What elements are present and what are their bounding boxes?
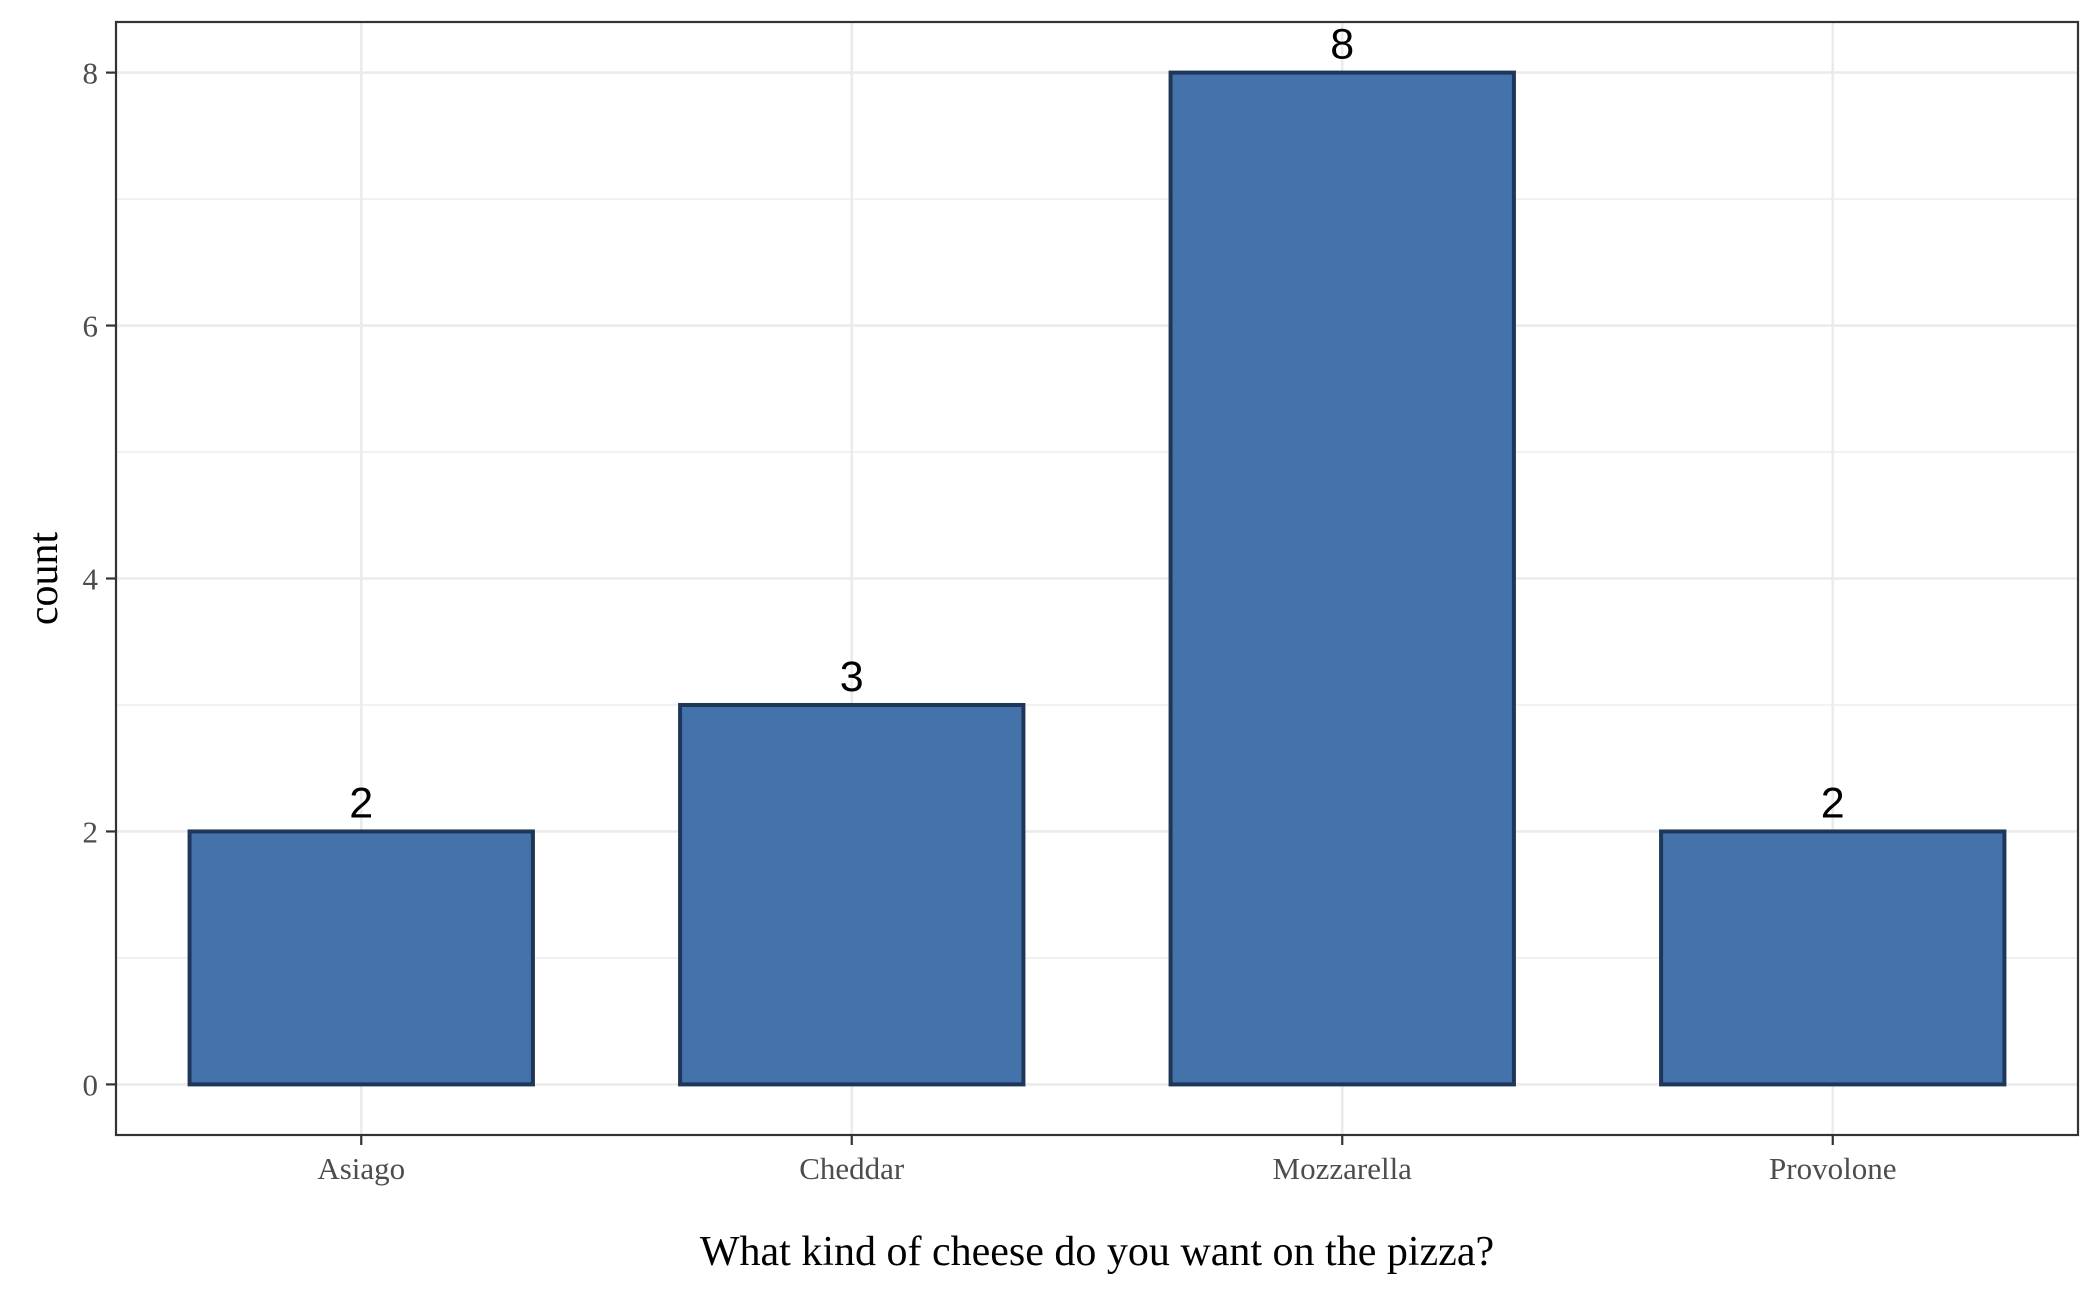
y-tick-label: 4 (83, 562, 99, 597)
x-tick-label-asiago: Asiago (317, 1151, 405, 1186)
axes: 0 2 4 6 8 Asiago Cheddar Mozzarella Provolone (83, 56, 1897, 1186)
bars (187, 70, 2007, 1087)
bar-cheddar (678, 702, 1026, 1087)
y-tick-label: 0 (83, 1067, 99, 1102)
data-label-mozzarella: 8 (1330, 21, 1354, 69)
data-label-provolone: 2 (1821, 779, 1845, 827)
x-tick-label-cheddar: Cheddar (799, 1151, 905, 1186)
bar-asiago (187, 829, 535, 1087)
y-tick-label: 2 (83, 814, 99, 849)
data-label-asiago: 2 (349, 779, 373, 827)
x-tick-label-mozzarella: Mozzarella (1273, 1151, 1413, 1186)
data-labels: 2 3 8 2 (349, 21, 1844, 828)
y-tick-label: 8 (83, 56, 99, 91)
y-axis-title: count (21, 532, 67, 626)
x-tick-label-provolone: Provolone (1769, 1151, 1896, 1186)
data-label-cheddar: 3 (840, 653, 864, 701)
y-tick-label: 6 (83, 309, 99, 344)
bar-mozzarella (1168, 70, 1516, 1087)
bar-provolone (1659, 829, 2007, 1087)
x-axis-title: What kind of cheese do you want on the p… (700, 1229, 1494, 1275)
